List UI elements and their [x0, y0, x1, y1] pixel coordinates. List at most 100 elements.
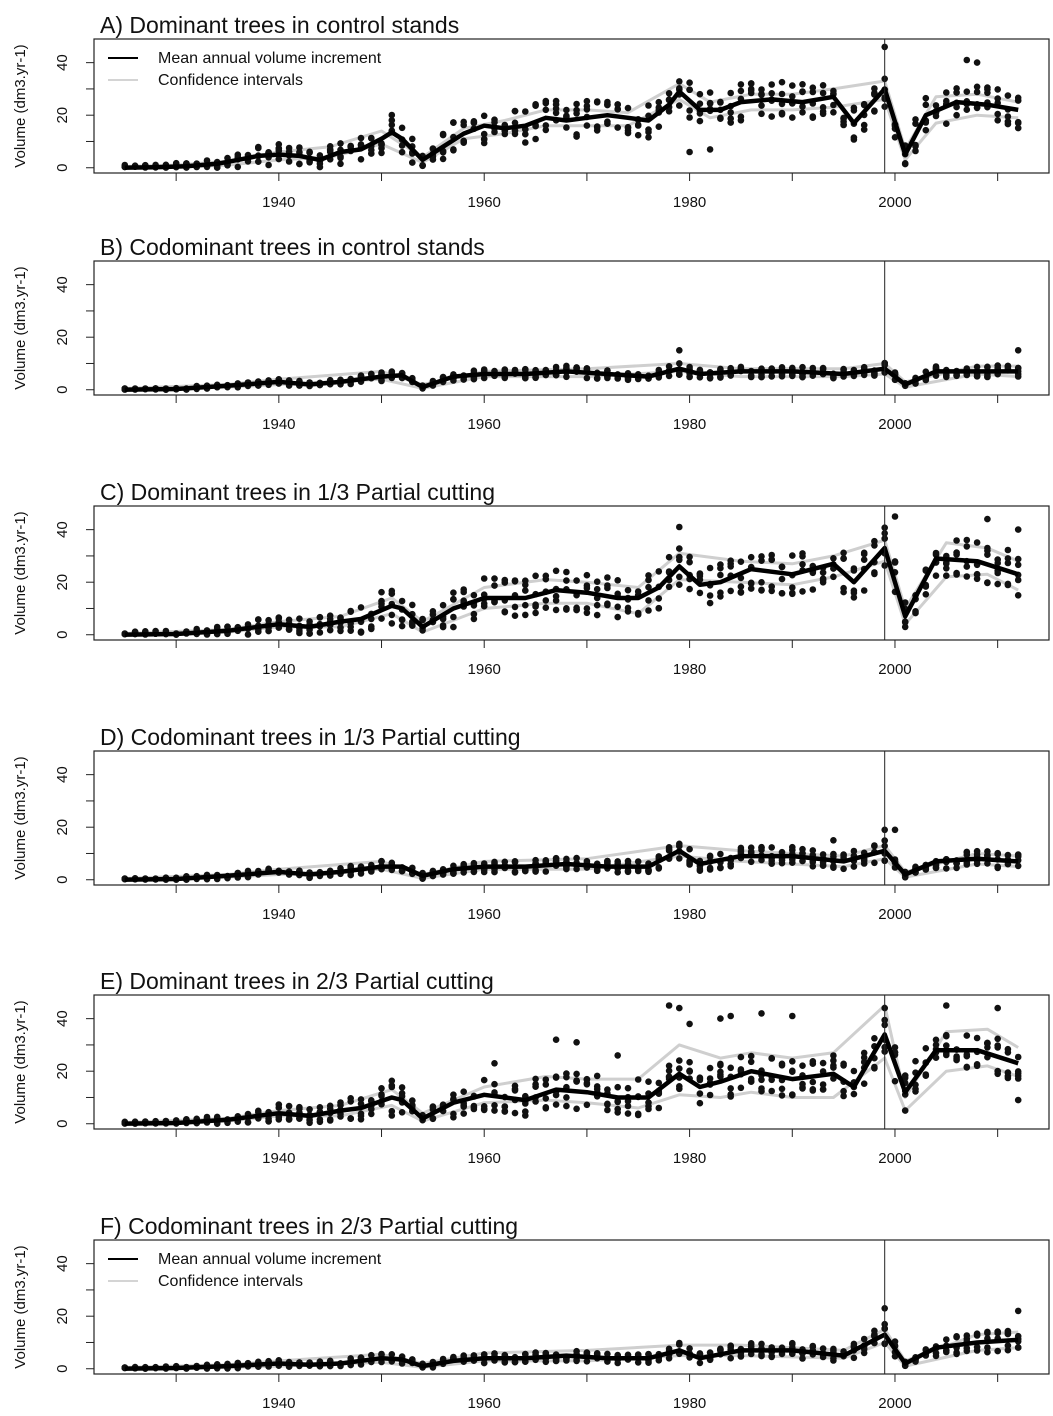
data-point: [522, 374, 529, 382]
panel-b: B) Codominant trees in control stands Vol…: [12, 234, 1050, 433]
data-point: [522, 139, 529, 146]
data-point: [460, 869, 468, 876]
data-point: [337, 627, 344, 635]
data-point: [347, 862, 355, 870]
data-point: [758, 1085, 765, 1092]
data-point: [450, 1114, 457, 1121]
data-point: [583, 374, 591, 382]
data-point: [665, 553, 673, 561]
data-point: [727, 1093, 734, 1100]
data-point: [450, 119, 457, 126]
data-point: [501, 608, 509, 616]
x-tick-label: 1960: [468, 1395, 501, 1412]
data-point: [717, 564, 724, 572]
data-point: [583, 106, 591, 113]
data-point: [696, 589, 704, 597]
panel-title: C) Dominant trees in 1/3 Partial cutting: [100, 479, 495, 505]
data-point: [778, 563, 786, 570]
data-point: [275, 615, 283, 622]
data-point: [963, 573, 971, 580]
data-point: [860, 1335, 868, 1343]
data-point: [552, 1101, 560, 1108]
data-point: [388, 1077, 396, 1085]
data-point: [378, 149, 385, 157]
data-point: [706, 1091, 714, 1099]
data-point: [573, 133, 580, 140]
data-point: [737, 1053, 745, 1061]
data-point: [665, 108, 673, 115]
data-point: [645, 572, 652, 579]
data-point: [398, 124, 406, 132]
data-point: [727, 587, 734, 595]
data-point: [470, 119, 478, 127]
data-point: [655, 595, 663, 602]
data-point: [316, 1116, 324, 1123]
data-point: [285, 1102, 293, 1110]
data-point: [789, 1012, 796, 1020]
data-point: [830, 555, 837, 562]
data-point: [799, 1062, 806, 1069]
data-point: [511, 868, 519, 875]
confidence-interval-upper: [124, 362, 1019, 390]
mean-line: [124, 1032, 1019, 1126]
data-point: [891, 134, 899, 141]
data-point: [871, 107, 878, 114]
data-point: [347, 1095, 355, 1102]
data-point: [706, 564, 714, 572]
data-point: [285, 144, 293, 152]
data-point: [676, 556, 683, 564]
data-point: [953, 1350, 960, 1358]
data-point: [778, 1062, 786, 1069]
y-tick-label: 20: [54, 1063, 71, 1080]
data-point: [593, 867, 601, 874]
data-point: [552, 567, 560, 575]
panel-title: A) Dominant trees in control stands: [100, 12, 459, 38]
data-point: [573, 1105, 580, 1113]
data-point: [747, 1058, 755, 1066]
data-point: [717, 1060, 724, 1068]
data-point: [655, 865, 663, 872]
data-point: [871, 859, 878, 867]
data-point: [758, 586, 765, 594]
data-point: [378, 615, 385, 622]
data-point: [347, 871, 355, 879]
data-point: [676, 1004, 683, 1012]
data-point: [604, 1086, 611, 1093]
x-tick-label: 1960: [468, 1150, 501, 1167]
data-point: [491, 128, 498, 136]
data-point: [686, 1345, 693, 1352]
data-point: [727, 1064, 734, 1072]
data-point: [378, 1085, 385, 1092]
data-point: [573, 1357, 580, 1365]
data-point: [799, 553, 806, 560]
data-point: [542, 857, 550, 865]
data-point: [768, 583, 775, 590]
data-point: [1014, 118, 1022, 126]
data-point: [552, 855, 560, 862]
data-point: [860, 857, 868, 864]
data-point: [429, 608, 437, 615]
data-point: [378, 588, 385, 596]
data-point: [296, 627, 303, 635]
data-point: [943, 89, 950, 96]
data-point: [706, 375, 714, 382]
data-point: [347, 607, 355, 615]
data-point: [563, 1102, 570, 1110]
x-tick-label: 1940: [262, 416, 295, 433]
data-point: [809, 1058, 817, 1065]
data-point: [491, 119, 498, 126]
data-point: [799, 1355, 806, 1362]
legend-label: Confidence intervals: [158, 1273, 303, 1290]
data-point: [737, 558, 745, 565]
data-point: [614, 101, 621, 108]
data-point: [850, 594, 858, 601]
legend: Mean annual volume increment Confidence i…: [108, 50, 382, 89]
data-point: [542, 868, 550, 875]
y-tick-label: 20: [54, 107, 71, 124]
data-point: [624, 123, 632, 131]
data-point: [789, 552, 796, 559]
data-point: [532, 603, 539, 610]
data-point: [706, 853, 714, 861]
data-point: [1004, 559, 1012, 567]
data-point: [450, 613, 457, 621]
